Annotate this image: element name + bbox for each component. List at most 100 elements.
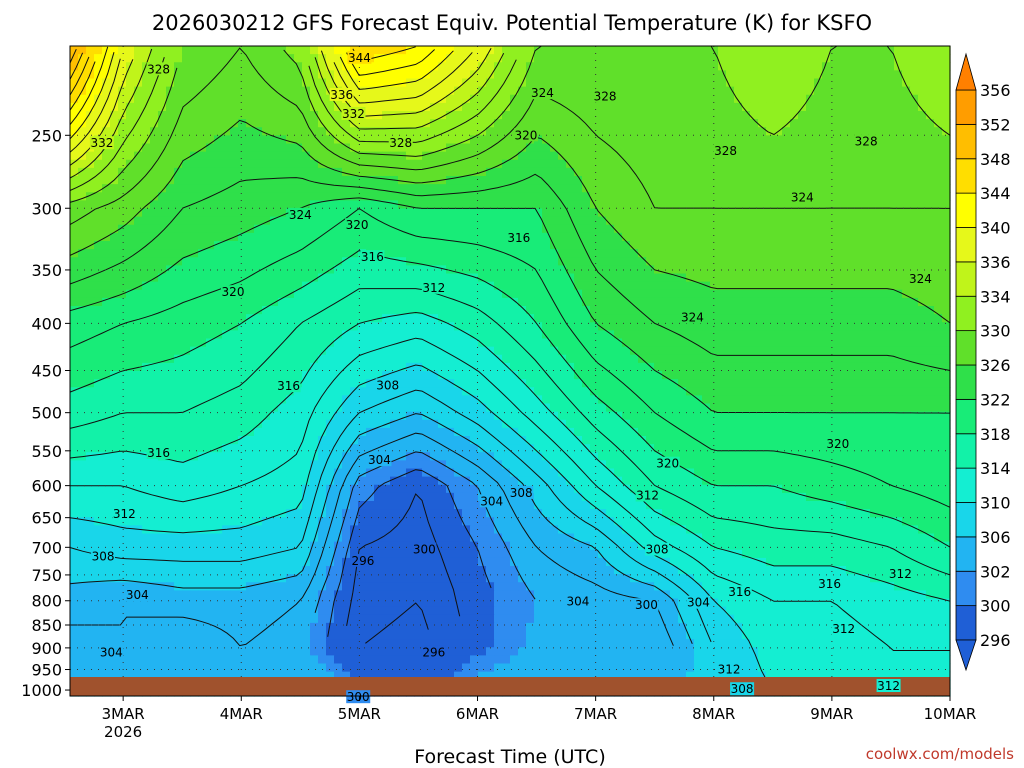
heatmap-cell [390, 111, 399, 120]
heatmap-cell [822, 338, 831, 348]
heatmap-cell [694, 62, 703, 71]
heatmap-cell [86, 395, 95, 405]
heatmap-cell [782, 54, 791, 63]
heatmap-cell [198, 371, 207, 380]
heatmap-cell [566, 70, 575, 80]
heatmap-cell [902, 184, 911, 193]
heatmap-cell [406, 167, 415, 177]
heatmap-cell [646, 338, 655, 348]
heatmap-cell [350, 167, 359, 177]
heatmap-cell [734, 322, 743, 331]
heatmap-cell [262, 111, 271, 120]
heatmap-cell [806, 346, 815, 356]
heatmap-cell [846, 184, 855, 193]
heatmap-cell [542, 241, 551, 250]
heatmap-cell [782, 111, 791, 120]
heatmap-cell [726, 387, 735, 396]
heatmap-cell [662, 379, 671, 388]
heatmap-cell [262, 330, 271, 340]
heatmap-cell [534, 111, 543, 120]
heatmap-cell [742, 176, 751, 185]
heatmap-cell [590, 119, 599, 128]
heatmap-cell [718, 265, 727, 275]
heatmap-cell [342, 184, 351, 193]
heatmap-cell [270, 330, 279, 340]
heatmap-cell [422, 395, 431, 405]
heatmap-cell [694, 322, 703, 331]
heatmap-cell [422, 143, 431, 153]
heatmap-cell [798, 127, 807, 136]
heatmap-cell [942, 241, 951, 250]
heatmap-cell [406, 54, 415, 63]
heatmap-cell [710, 224, 719, 234]
heatmap-cell [766, 273, 775, 283]
heatmap-cell [910, 62, 919, 71]
heatmap-cell [646, 224, 655, 234]
heatmap-cell [654, 119, 663, 128]
heatmap-cell [390, 102, 399, 112]
heatmap-cell [686, 86, 695, 96]
heatmap-cell [726, 94, 735, 104]
heatmap-cell [614, 86, 623, 96]
heatmap-cell [94, 395, 103, 405]
heatmap-cell [262, 151, 271, 161]
heatmap-cell [686, 232, 695, 242]
heatmap-cell [718, 192, 727, 201]
heatmap-cell [766, 306, 775, 315]
heatmap-cell [238, 306, 247, 315]
heatmap-cell [590, 387, 599, 396]
heatmap-cell [886, 265, 895, 275]
heatmap-cell [942, 249, 951, 258]
heatmap-cell [542, 200, 551, 210]
heatmap-cell [102, 94, 111, 104]
heatmap-cell [430, 94, 439, 104]
heatmap-cell [446, 111, 455, 120]
heatmap-cell [894, 111, 903, 120]
heatmap-cell [294, 306, 303, 315]
heatmap-cell [158, 362, 167, 372]
heatmap-cell [630, 111, 639, 120]
heatmap-cell [942, 387, 951, 396]
heatmap-cell [86, 265, 95, 275]
heatmap-cell [550, 249, 559, 258]
heatmap-cell [766, 176, 775, 185]
heatmap-cell [390, 62, 399, 71]
heatmap-cell [942, 232, 951, 242]
heatmap-cell [822, 249, 831, 258]
heatmap-cell [446, 94, 455, 104]
heatmap-cell [766, 403, 775, 413]
heatmap-cell [870, 62, 879, 71]
heatmap-cell [86, 354, 95, 364]
heatmap-cell [878, 151, 887, 161]
heatmap-cell [902, 281, 911, 291]
heatmap-cell [638, 387, 647, 396]
heatmap-cell [742, 297, 751, 307]
heatmap-cell [142, 314, 151, 323]
heatmap-cell [454, 224, 463, 234]
heatmap-cell [574, 241, 583, 250]
heatmap-cell [518, 208, 527, 218]
heatmap-cell [894, 338, 903, 348]
heatmap-cell [374, 330, 383, 340]
heatmap-cell [222, 387, 231, 396]
heatmap-cell [94, 119, 103, 128]
heatmap-cell [606, 62, 615, 71]
heatmap-cell [318, 322, 327, 331]
heatmap-cell [494, 62, 503, 71]
heatmap-cell [206, 94, 215, 104]
heatmap-cell [142, 322, 151, 331]
heatmap-cell [286, 143, 295, 153]
heatmap-cell [86, 322, 95, 331]
heatmap-cell [918, 371, 927, 380]
heatmap-cell [846, 62, 855, 71]
heatmap-cell [294, 346, 303, 356]
heatmap-cell [750, 265, 759, 275]
heatmap-cell [230, 379, 239, 388]
heatmap-cell [478, 354, 487, 364]
heatmap-cell [182, 354, 191, 364]
heatmap-cell [862, 54, 871, 63]
heatmap-cell [142, 208, 151, 218]
heatmap-cell [942, 167, 951, 177]
heatmap-cell [446, 192, 455, 201]
heatmap-cell [446, 322, 455, 331]
